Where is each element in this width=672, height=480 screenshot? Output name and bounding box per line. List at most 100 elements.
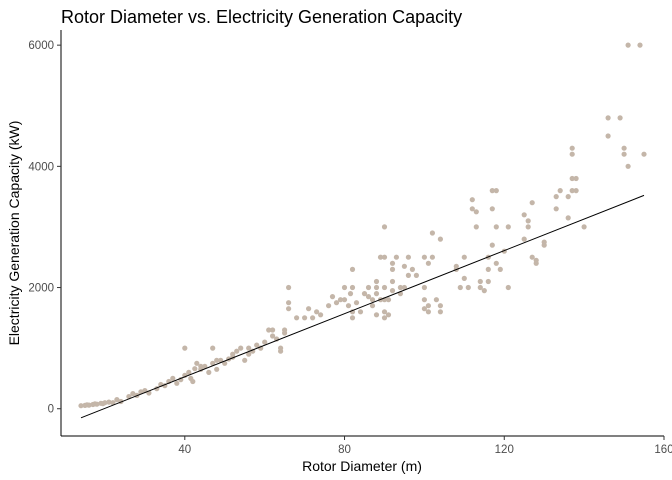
data-point — [429, 230, 435, 236]
data-point — [349, 284, 356, 291]
data-point — [541, 239, 547, 245]
data-point — [605, 133, 611, 139]
data-point — [329, 294, 336, 300]
data-point — [405, 272, 411, 278]
data-point — [270, 327, 276, 333]
data-point — [110, 400, 116, 406]
data-point — [521, 236, 527, 242]
points-layer — [78, 42, 647, 409]
data-point — [389, 288, 396, 294]
data-point — [573, 175, 579, 182]
data-point — [405, 254, 411, 260]
data-point — [262, 339, 268, 345]
data-point — [306, 306, 312, 312]
data-point — [381, 315, 388, 321]
data-point — [206, 369, 212, 375]
data-point — [174, 380, 180, 386]
data-point — [421, 297, 427, 303]
data-point — [505, 224, 511, 230]
x-tick-label: 80 — [338, 444, 351, 456]
x-tick-label: 160 — [654, 444, 672, 456]
data-point — [437, 309, 443, 315]
data-point — [425, 260, 431, 266]
data-point — [345, 303, 352, 309]
data-point — [341, 284, 348, 291]
data-point — [641, 151, 647, 157]
data-point — [270, 333, 276, 339]
data-point — [294, 315, 300, 321]
trend-line — [80, 194, 645, 419]
data-point — [389, 278, 396, 285]
data-point — [214, 357, 220, 363]
data-point — [605, 115, 611, 121]
data-point — [186, 369, 192, 375]
data-point — [318, 312, 324, 318]
data-point — [477, 278, 483, 285]
data-point — [389, 266, 396, 272]
data-point — [170, 375, 176, 381]
data-point — [421, 284, 427, 291]
data-point — [246, 351, 252, 357]
data-point — [130, 391, 136, 397]
data-point — [457, 284, 463, 291]
data-point — [286, 306, 292, 312]
data-point — [341, 297, 348, 303]
data-point — [493, 188, 499, 194]
data-point — [373, 291, 380, 297]
data-point — [529, 200, 535, 206]
data-point — [302, 315, 308, 321]
data-point — [190, 378, 196, 385]
data-point — [381, 309, 388, 315]
data-point — [393, 254, 399, 260]
data-point — [182, 345, 188, 351]
x-ticks: 40 80 120 160 — [178, 436, 672, 456]
data-point — [521, 212, 527, 218]
data-point — [381, 224, 388, 230]
data-point — [569, 145, 575, 151]
data-point — [389, 260, 396, 266]
data-point — [266, 327, 272, 333]
data-point — [425, 309, 431, 315]
data-point — [485, 278, 491, 285]
data-point — [421, 306, 427, 312]
data-point — [347, 291, 354, 297]
data-point — [461, 275, 467, 281]
data-point — [557, 188, 563, 194]
data-point — [617, 115, 623, 121]
data-point — [381, 254, 388, 260]
data-point — [625, 42, 631, 48]
data-point — [489, 206, 495, 212]
data-point — [573, 188, 579, 194]
data-point — [234, 348, 240, 354]
data-point — [413, 272, 419, 278]
data-point — [465, 284, 471, 291]
data-point — [497, 266, 503, 272]
data-point — [369, 303, 376, 309]
data-point — [373, 284, 380, 291]
data-point — [493, 260, 499, 266]
data-point — [333, 300, 340, 306]
data-point — [381, 284, 388, 291]
data-point — [369, 297, 376, 303]
data-point — [525, 224, 531, 230]
data-point — [473, 224, 479, 230]
data-point — [489, 242, 495, 248]
data-point — [246, 345, 252, 351]
data-point — [210, 345, 216, 351]
data-point — [581, 224, 587, 230]
data-point — [373, 278, 380, 285]
chart-title: Rotor Diameter vs. Electricity Generatio… — [61, 7, 462, 27]
y-tick-label: 6000 — [28, 40, 54, 52]
data-point — [505, 284, 511, 291]
data-point — [385, 297, 392, 303]
data-point — [198, 363, 204, 369]
data-point — [114, 397, 120, 403]
y-tick-label: 4000 — [28, 161, 54, 173]
data-point — [421, 254, 427, 260]
data-point — [437, 303, 443, 309]
data-point — [337, 297, 344, 303]
data-point — [565, 215, 571, 221]
data-point — [385, 312, 392, 318]
data-point — [525, 218, 531, 224]
